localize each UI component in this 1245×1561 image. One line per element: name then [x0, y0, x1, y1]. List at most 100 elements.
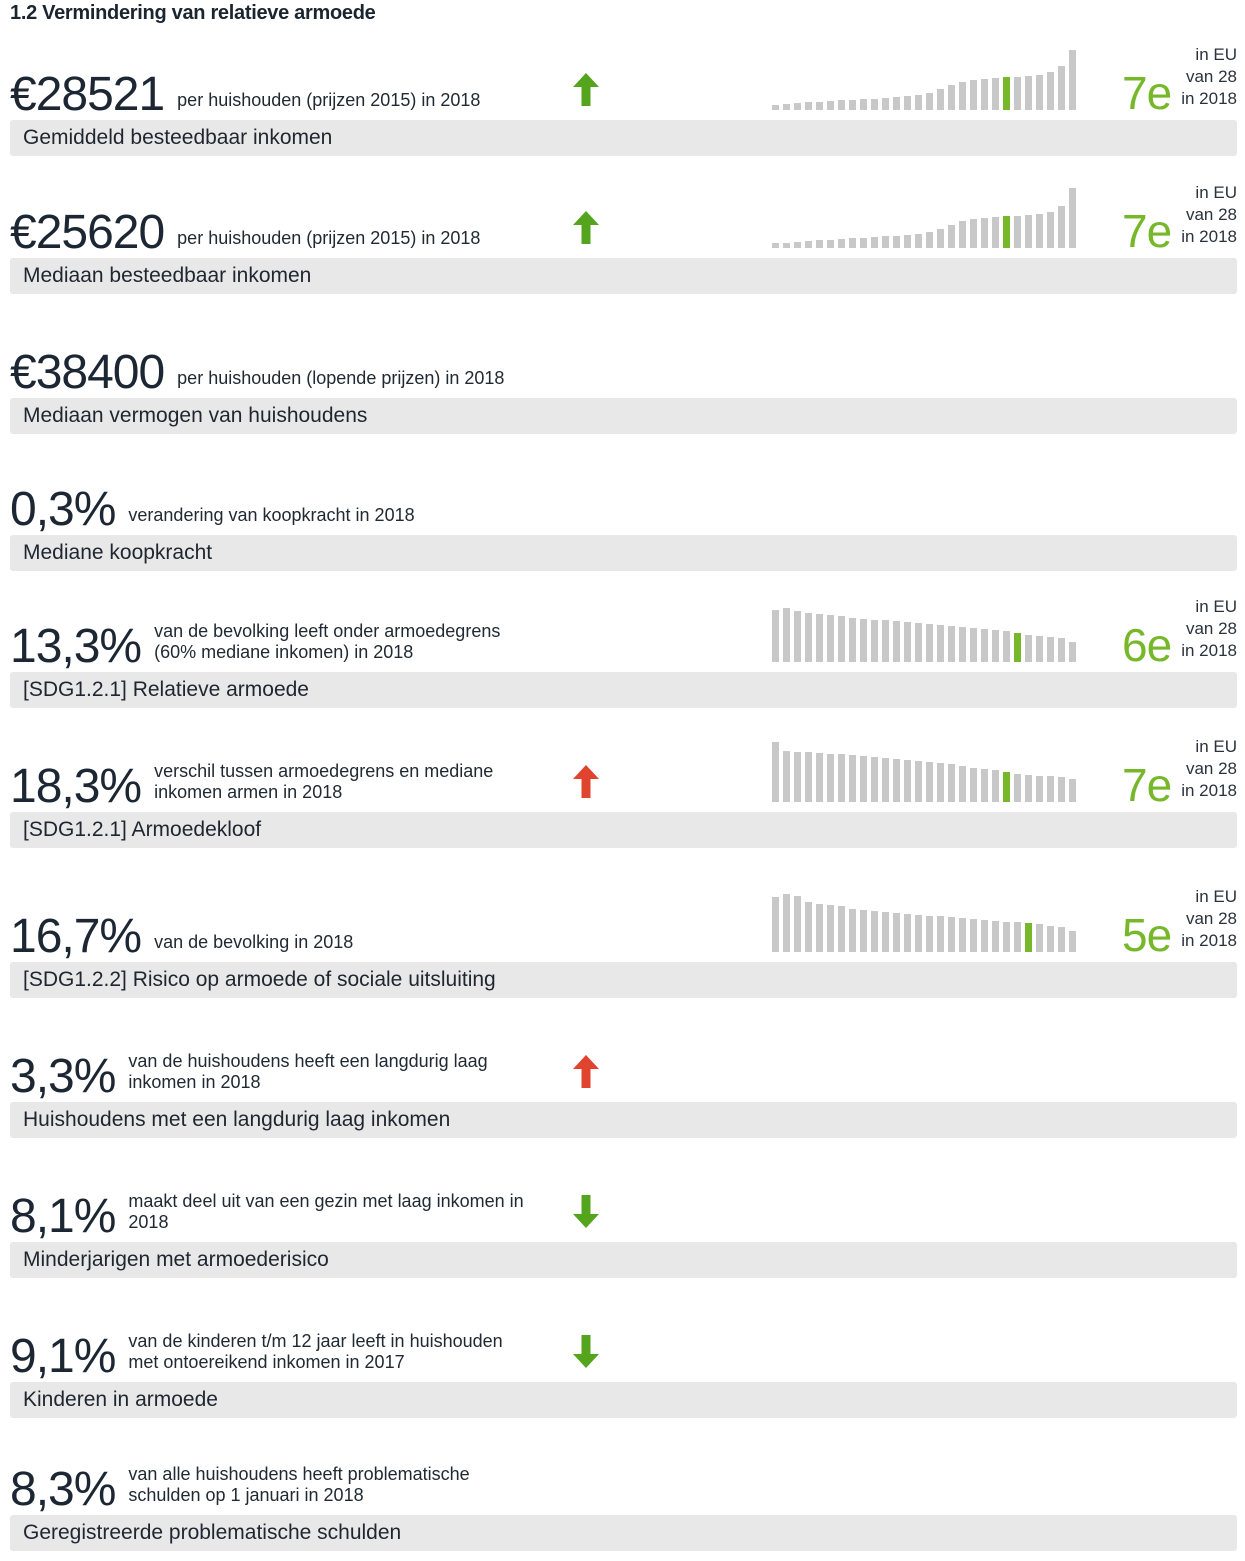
ranking-bar [1003, 631, 1010, 662]
ranking-bar [1069, 931, 1076, 952]
eu-rank: 7e in EU van 28 in 2018 [1122, 182, 1237, 254]
indicator-label: Huishoudens met een langdurig laag inkom… [23, 1108, 451, 1131]
ranking-bar [827, 754, 834, 802]
eu-rank-caption-line: van 28 [1185, 759, 1237, 778]
indicator-label-bar[interactable]: Gemiddeld besteedbaar inkomen [10, 120, 1237, 156]
indicator-row: 9,1% van de kinderen t/m 12 jaar leeft i… [0, 1296, 1245, 1418]
indicator-label-bar[interactable]: [SDG1.2.2] Risico op armoede of sociale … [10, 962, 1237, 998]
eu-rank-caption-line: in 2018 [1181, 227, 1237, 246]
ranking-bar [1025, 635, 1032, 662]
ranking-bar [937, 89, 944, 110]
indicator-label-bar[interactable]: Kinderen in armoede [10, 1382, 1237, 1418]
indicator-row: 13,3% van de bevolking leeft onder armoe… [0, 586, 1245, 708]
ranking-bar [904, 760, 911, 802]
indicator-label: [SDG1.2.1] Relatieve armoede [23, 678, 309, 701]
indicator-description-line: met ontoereikend inkomen in 2017 [128, 1352, 405, 1372]
indicator-value-group: 8,3% van alle huishoudens heeft problema… [10, 1463, 470, 1516]
eu-ranking-bar-chart [772, 186, 1076, 248]
ranking-bar [805, 902, 812, 952]
eu-rank-caption-line: in EU [1195, 183, 1237, 202]
ranking-bar [860, 238, 867, 248]
indicator-value: 0,3% [10, 483, 116, 536]
ranking-bar [893, 97, 900, 110]
ranking-bar [992, 770, 999, 802]
eu-rank-caption: in EU van 28 in 2018 [1181, 886, 1237, 952]
ranking-bar [882, 236, 889, 248]
ranking-bar [783, 608, 790, 662]
ranking-bar [915, 234, 922, 248]
ranking-bar [981, 629, 988, 662]
ranking-bar [948, 225, 955, 248]
ranking-bar [827, 240, 834, 248]
indicator-description: per huishouden (prijzen 2015) in 2018 [177, 90, 480, 111]
ranking-bar [805, 241, 812, 248]
eu-rank-caption-line: in 2018 [1181, 931, 1237, 950]
indicator-label-bar[interactable]: Geregistreerde problematische schulden [10, 1515, 1237, 1551]
ranking-bar [959, 627, 966, 662]
ranking-bar [948, 764, 955, 802]
ranking-bar-highlighted [1003, 772, 1010, 802]
eu-rank: 5e in EU van 28 in 2018 [1122, 886, 1237, 958]
indicator-description-line: per huishouden (prijzen 2015) in 2018 [177, 90, 481, 110]
ranking-bar [1014, 774, 1021, 802]
ranking-bar [904, 914, 911, 952]
ranking-bar [871, 911, 878, 952]
ranking-bar [772, 897, 779, 952]
indicator-label-bar[interactable]: [SDG1.2.1] Relatieve armoede [10, 672, 1237, 708]
indicator-row: 16,7% van de bevolking in 2018 5e in EU v… [0, 876, 1245, 998]
ranking-bar [1058, 206, 1065, 248]
indicator-description-line: per huishouden (prijzen 2015) in 2018 [177, 228, 481, 248]
indicator-description-line: van de kinderen t/m 12 jaar leeft in hui… [128, 1331, 503, 1351]
ranking-bar-highlighted [1003, 216, 1010, 248]
indicator-value-group: 9,1% van de kinderen t/m 12 jaar leeft i… [10, 1331, 503, 1381]
eu-rank-caption-line: in EU [1195, 45, 1237, 64]
indicator-description: per huishouden (prijzen 2015) in 2018 [177, 228, 480, 249]
indicator-description: verandering van koopkracht in 2018 [128, 505, 414, 526]
ranking-bar [838, 906, 845, 952]
eu-rank-caption-line: van 28 [1185, 67, 1237, 86]
indicator-description: per huishouden (lopende prijzen) in 2018 [177, 368, 504, 389]
ranking-bar [893, 913, 900, 952]
ranking-bar [783, 243, 790, 248]
ranking-bar [1036, 75, 1043, 110]
indicator-description: van alle huishoudens heeft problematisch… [128, 1464, 469, 1506]
indicator-value: 8,3% [10, 1463, 116, 1516]
ranking-bar [893, 759, 900, 802]
eu-ranking-bar-chart [772, 48, 1076, 110]
ranking-bar [794, 896, 801, 952]
indicator-content: €38400 per huishouden (lopende prijzen) … [0, 312, 1245, 398]
indicator-value: 3,3% [10, 1050, 116, 1103]
indicator-label-bar[interactable]: [SDG1.2.1] Armoedekloof [10, 812, 1237, 848]
ranking-bar [970, 80, 977, 110]
ranking-bar [937, 763, 944, 802]
indicator-description-line: schulden op 1 januari in 2018 [128, 1485, 364, 1505]
eu-rank: 7e in EU van 28 in 2018 [1122, 736, 1237, 808]
indicator-content: €28521 per huishouden (prijzen 2015) in … [0, 34, 1245, 120]
trend-down-icon [573, 1195, 599, 1228]
ranking-bar [816, 102, 823, 110]
indicator-label: Gemiddeld besteedbaar inkomen [23, 126, 333, 149]
indicator-description-line: van de huishoudens heeft een langdurig l… [128, 1051, 488, 1071]
ranking-bar [1058, 66, 1065, 110]
indicator-label-bar[interactable]: Huishoudens met een langdurig laag inkom… [10, 1102, 1237, 1138]
ranking-bar [959, 221, 966, 248]
indicator-content: 9,1% van de kinderen t/m 12 jaar leeft i… [0, 1296, 1245, 1382]
indicator-row: €25620 per huishouden (prijzen 2015) in … [0, 172, 1245, 294]
indicator-row: 8,3% van alle huishoudens heeft problema… [0, 1429, 1245, 1551]
eu-rank-caption-line: van 28 [1185, 205, 1237, 224]
ranking-bar [1047, 72, 1054, 110]
ranking-bar [1047, 212, 1054, 248]
ranking-bar [849, 100, 856, 110]
indicator-label-bar[interactable]: Mediaan vermogen van huishoudens [10, 398, 1237, 434]
ranking-bar [948, 626, 955, 662]
ranking-bar [1003, 922, 1010, 952]
ranking-bar [992, 78, 999, 110]
eu-rank-caption-line: van 28 [1185, 909, 1237, 928]
ranking-bar [794, 242, 801, 248]
indicator-label-bar[interactable]: Minderjarigen met armoederisico [10, 1242, 1237, 1278]
indicator-label-bar[interactable]: Mediane koopkracht [10, 535, 1237, 571]
indicator-label-bar[interactable]: Mediaan besteedbaar inkomen [10, 258, 1237, 294]
ranking-bar [959, 82, 966, 110]
ranking-bar [871, 757, 878, 802]
eu-rank-caption-line: in 2018 [1181, 641, 1237, 660]
